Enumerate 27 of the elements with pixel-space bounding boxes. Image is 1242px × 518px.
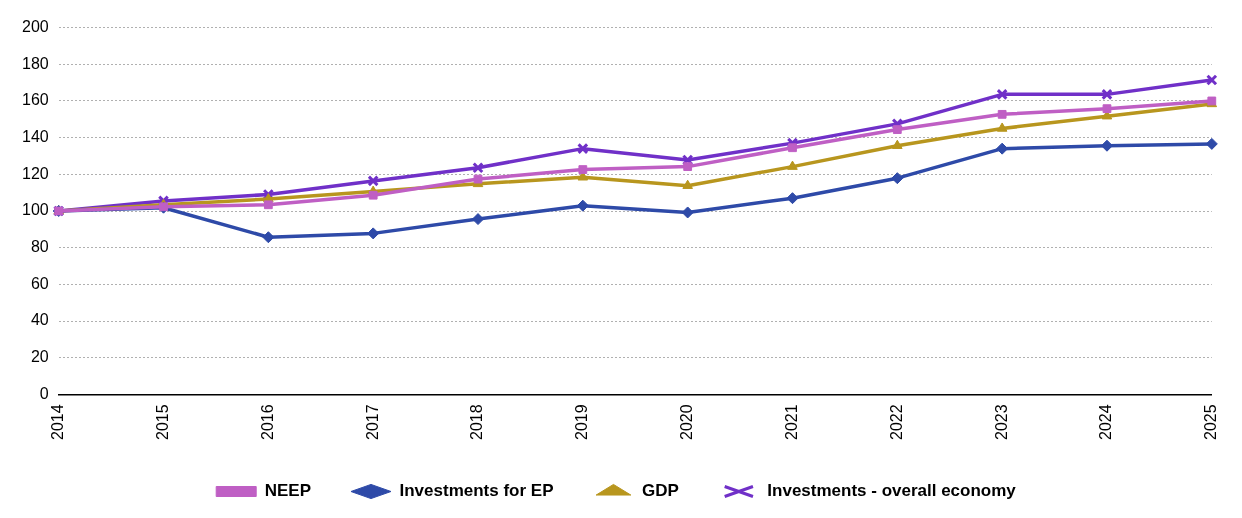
x-tick-label: 2023	[992, 404, 1010, 440]
x-tick-label: 2015	[153, 404, 171, 440]
x-tick-label: 2020	[678, 404, 696, 440]
y-tick-label: 40	[30, 311, 49, 329]
x-tick-label: 2016	[258, 404, 276, 440]
x-tick-label: 2014	[49, 404, 67, 440]
y-tick-label: 20	[30, 348, 49, 366]
y-tick-label: 180	[21, 54, 49, 72]
x-tick-label: 2022	[887, 404, 905, 440]
x-tick-label: 2025	[1202, 404, 1220, 440]
legend-label: NEEP	[264, 481, 311, 501]
y-tick-label: 200	[21, 18, 49, 36]
x-tick-label: 2024	[1097, 404, 1115, 440]
x-tick-label: 2021	[782, 404, 800, 440]
y-tick-label: 100	[21, 201, 49, 219]
y-tick-label: 160	[21, 91, 49, 109]
y-tick-label: 0	[39, 384, 49, 402]
legend-label: GDP	[641, 481, 679, 501]
y-tick-label: 140	[21, 128, 49, 146]
y-tick-label: 80	[30, 238, 49, 256]
x-tick-label: 2019	[573, 404, 591, 440]
x-tick-label: 2017	[363, 404, 381, 440]
y-tick-label: 60	[30, 274, 49, 292]
legend-label: Investments - overall economy	[767, 481, 1017, 501]
legend-label: Investments for EP	[399, 481, 554, 501]
x-tick-label: 2018	[468, 404, 486, 440]
y-tick-label: 120	[21, 164, 49, 182]
